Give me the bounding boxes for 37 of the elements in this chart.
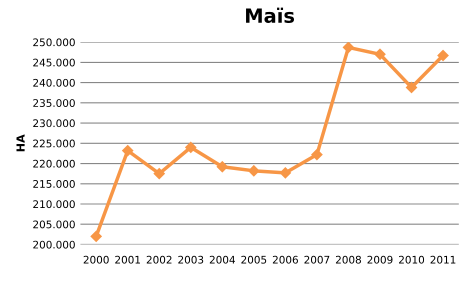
x-tick-label: 2011 [430, 256, 456, 264]
x-tick-label: 2000 [84, 256, 109, 264]
point [280, 167, 291, 178]
y-tick-label: 205.000 [33, 220, 75, 228]
x-tick-label: 2006 [272, 256, 298, 264]
x-tick-label: 2009 [367, 256, 392, 264]
y-tick-label: 225.000 [33, 140, 75, 148]
point [216, 161, 228, 172]
point [248, 165, 260, 176]
y-axis-title: HA [16, 134, 25, 152]
y-tick-label: 210.000 [33, 200, 75, 208]
x-tick-label: 2005 [241, 256, 266, 264]
y-tick-label: 245.000 [33, 58, 75, 66]
y-tick-label: 230.000 [33, 119, 75, 128]
y-tick-label: 240.000 [33, 78, 75, 87]
point [154, 168, 165, 180]
point [437, 50, 449, 62]
y-tick-label: 220.000 [33, 160, 75, 168]
x-tick-label: 2008 [336, 256, 361, 264]
x-tick-label: 2002 [146, 256, 172, 264]
point [406, 82, 418, 94]
x-tick-label: 2001 [115, 256, 140, 264]
point [90, 230, 102, 242]
x-tick-label: 2004 [210, 256, 235, 264]
point [311, 149, 323, 160]
x-tick-label: 2003 [178, 256, 204, 264]
y-tick-label: 250.000 [33, 38, 75, 46]
point [374, 48, 386, 60]
point [185, 142, 196, 153]
y-tick-label: 200.000 [33, 240, 75, 249]
x-tick-label: 2010 [399, 256, 424, 264]
point [122, 144, 134, 156]
y-tick-label: 215.000 [33, 180, 75, 188]
chart-title: Maïs [246, 8, 294, 23]
y-tick-label: 235.000 [33, 99, 75, 107]
point [342, 42, 354, 54]
x-tick-label: 2007 [304, 256, 330, 264]
